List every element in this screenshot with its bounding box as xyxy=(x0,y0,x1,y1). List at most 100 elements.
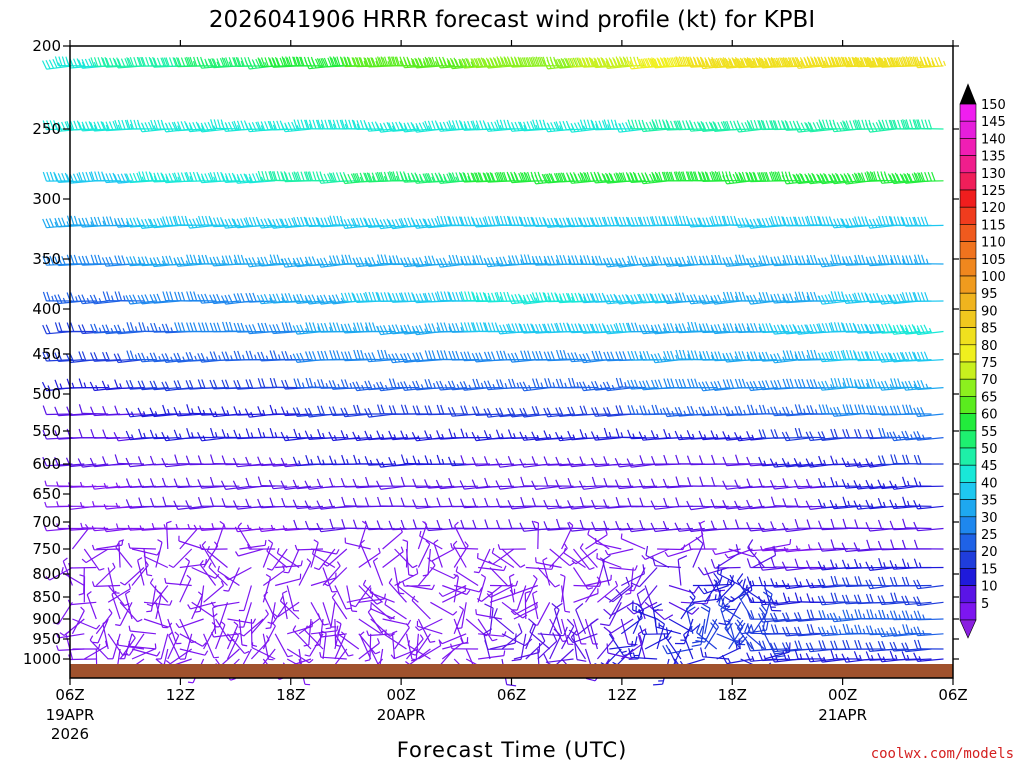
barb-feather xyxy=(579,58,584,68)
barb-feather xyxy=(359,57,365,67)
barb-feather xyxy=(463,58,469,68)
barb-feather xyxy=(530,56,535,67)
barb-feather xyxy=(320,57,325,68)
barb-feather xyxy=(334,57,339,67)
barb-feather xyxy=(177,57,182,67)
barb-feather xyxy=(477,57,483,67)
barb-feather xyxy=(308,59,314,69)
barb-feather xyxy=(54,56,59,66)
barb-feather xyxy=(286,57,292,67)
barb-feather xyxy=(197,59,203,69)
barb-feather xyxy=(299,56,304,66)
barb-feather xyxy=(622,56,627,66)
barb-feather xyxy=(160,57,165,67)
barb-feather xyxy=(609,58,615,68)
barb-feather xyxy=(377,56,382,66)
barb-feather xyxy=(581,57,586,67)
barb-staff xyxy=(225,463,252,466)
barb-feather xyxy=(58,56,63,66)
barb-feather xyxy=(483,59,489,69)
barb-feather xyxy=(543,60,549,70)
barb-feather xyxy=(271,57,276,67)
barb-feather xyxy=(187,57,193,67)
barb-feather xyxy=(45,59,51,69)
barb-feather xyxy=(149,57,155,68)
barb-feather xyxy=(212,58,218,68)
barb-feather xyxy=(364,57,370,68)
barb-feather xyxy=(591,58,596,68)
barb-feather xyxy=(550,59,556,69)
barb-feather xyxy=(528,57,534,67)
barb-feather xyxy=(640,58,646,68)
barb-feather xyxy=(100,57,106,67)
barb-feather xyxy=(400,58,405,68)
barb-feather xyxy=(347,57,353,67)
barb-staff xyxy=(917,127,944,130)
barb-feather xyxy=(480,57,486,67)
barb-feather xyxy=(288,56,293,66)
barb-feather xyxy=(403,58,409,68)
barb-feather xyxy=(414,57,419,67)
barb-feather xyxy=(466,58,472,68)
barb-feather xyxy=(73,58,78,68)
barb-feather xyxy=(97,57,102,67)
barb-feather xyxy=(647,57,653,67)
barb-feather xyxy=(487,58,493,68)
barb-feather xyxy=(589,57,595,67)
barb-feather xyxy=(189,56,194,67)
barb-feather xyxy=(517,56,522,66)
barb-feather xyxy=(601,57,607,68)
barb-feather xyxy=(248,59,254,69)
barb-feather xyxy=(623,57,629,67)
barb-staff xyxy=(356,358,383,361)
barb-feather xyxy=(391,56,396,66)
barb-feather xyxy=(293,56,298,67)
barb-feather xyxy=(451,59,457,69)
barb-feather xyxy=(431,56,436,67)
barb-feather xyxy=(237,57,242,67)
barb-feather xyxy=(519,57,525,67)
barb-feather xyxy=(574,57,579,67)
barb-feather xyxy=(363,57,368,67)
barb-feather xyxy=(565,58,571,68)
barb-feather xyxy=(138,57,143,67)
barb-feather xyxy=(173,57,179,67)
barb-feather xyxy=(555,59,561,69)
barb-feather xyxy=(613,58,619,68)
barb-staff xyxy=(607,65,634,69)
barb-feather xyxy=(255,58,261,68)
barb-half-feather xyxy=(458,61,462,67)
barb-feather xyxy=(461,58,467,68)
barb-feather xyxy=(244,60,250,70)
barb-feather xyxy=(163,57,169,67)
barb-feather xyxy=(600,57,605,67)
barb-feather xyxy=(368,57,373,68)
barb-feather xyxy=(279,57,285,68)
barb-feather xyxy=(567,57,572,68)
barb-feather xyxy=(124,58,130,68)
barb-feather xyxy=(117,58,123,68)
barb-feather xyxy=(311,59,317,69)
chart-title: 2026041906 HRRR forecast wind profile (k… xyxy=(209,7,815,33)
barb-feather xyxy=(454,58,460,69)
barb-feather xyxy=(598,58,603,68)
barb-feather xyxy=(175,57,181,67)
barb-feather xyxy=(52,59,58,69)
barb-feather xyxy=(578,57,583,67)
barb-feather xyxy=(105,57,111,68)
barb-feather xyxy=(507,57,513,68)
barb-feather xyxy=(81,59,87,69)
barb-feather xyxy=(141,57,146,67)
barb-feather xyxy=(380,56,385,66)
barb-staff xyxy=(619,386,646,389)
barb-feather xyxy=(258,58,264,68)
barb-feather xyxy=(321,57,327,68)
barb-feather xyxy=(116,57,121,67)
barb-feather xyxy=(553,58,559,68)
barb-half-feather xyxy=(470,61,474,67)
barb-feather xyxy=(419,58,424,68)
barb-feather xyxy=(269,58,274,68)
barb-feather xyxy=(588,57,593,67)
wind-barb xyxy=(329,56,359,67)
barb-feather xyxy=(564,57,570,67)
